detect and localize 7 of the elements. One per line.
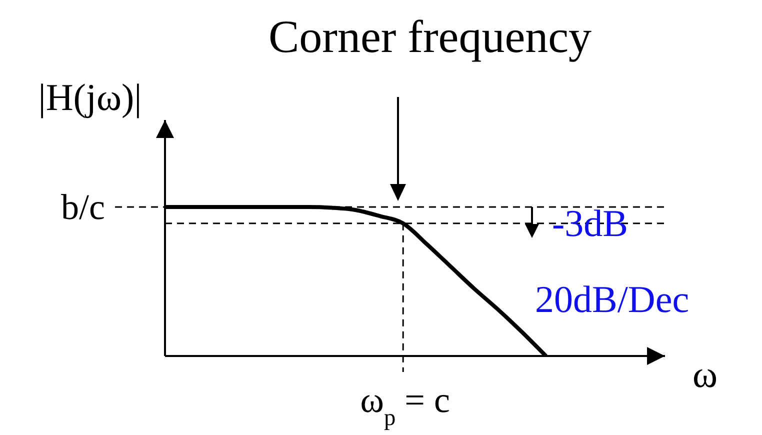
x-axis-title: ω: [692, 354, 718, 396]
ref-line-label: b/c: [61, 187, 105, 227]
annotation: 20dB/Dec: [535, 279, 690, 321]
annotation: -3dB: [552, 203, 628, 245]
y-axis-title: |H(jω)|: [38, 77, 142, 119]
text: ω$_{p}$ = c: [360, 380, 450, 431]
chart-title: Corner frequency: [268, 11, 592, 62]
